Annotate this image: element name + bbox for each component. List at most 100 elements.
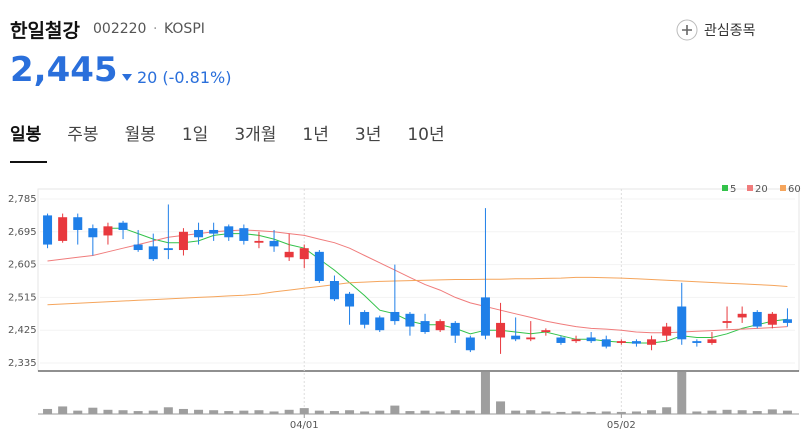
chart: 2,785 2,695 2,605 2,515 2,425 2,335 04/01 05/02… <box>8 184 801 431</box>
volume-bar <box>163 407 173 414</box>
volume-bar <box>73 410 83 414</box>
volume-bar <box>662 407 672 414</box>
volume-bar <box>541 411 551 414</box>
y-tick-label: 2,785 <box>8 194 37 205</box>
volume-bar <box>254 410 264 414</box>
change-pct: (-0.81%) <box>162 68 232 87</box>
volume-bar <box>420 410 430 414</box>
y-tick-label: 2,515 <box>8 292 37 303</box>
volume-bar <box>496 401 506 414</box>
candle-body <box>571 339 581 342</box>
favorite-button[interactable]: 관심종목 <box>676 18 756 42</box>
volume-bar <box>752 411 762 414</box>
volume-bar <box>178 408 188 414</box>
volume-bar <box>722 409 732 414</box>
ma-line <box>108 227 788 344</box>
volume-bar <box>390 405 400 414</box>
tab[interactable]: 3년 <box>354 125 382 145</box>
tab[interactable]: 일봉 <box>10 125 42 145</box>
tab[interactable]: 3개월 <box>234 125 277 145</box>
candle-body <box>737 313 747 318</box>
volume-bar <box>239 410 249 414</box>
candle-body <box>299 248 309 260</box>
candle-body <box>375 317 385 331</box>
volume-bar <box>118 410 128 414</box>
candle-body <box>73 217 83 230</box>
candle-body <box>435 321 445 331</box>
active-tab-underline <box>10 161 47 163</box>
tab[interactable]: 1년 <box>302 125 329 145</box>
volume-bar <box>767 409 777 414</box>
candle-body <box>239 228 249 241</box>
tab[interactable]: 1일 <box>181 125 209 145</box>
candle-body <box>601 339 611 347</box>
candle-body <box>148 246 158 260</box>
volume-bar <box>224 411 234 414</box>
volume-bar <box>556 411 566 414</box>
candle-body <box>224 226 234 238</box>
candle-body <box>782 319 792 323</box>
price: 2,445 <box>10 50 118 90</box>
volume-bar <box>209 410 219 414</box>
volume-bar <box>435 411 445 414</box>
candle-body <box>647 339 657 345</box>
volume-bar <box>314 410 324 414</box>
tab[interactable]: 주봉 <box>67 125 99 145</box>
volume-bar <box>284 409 294 414</box>
volume-bar <box>480 372 490 414</box>
volume-bar <box>43 408 53 414</box>
y-tick-label: 2,695 <box>8 227 37 238</box>
down-arrow <box>122 73 132 81</box>
candle-body <box>707 339 717 343</box>
ma-line <box>47 276 788 306</box>
volume-bar <box>465 410 475 414</box>
x-tick-label: 05/02 <box>607 420 636 431</box>
candle-body <box>616 341 626 343</box>
candle-body <box>662 326 672 336</box>
candle-body <box>360 311 370 325</box>
volume-bar <box>133 411 143 414</box>
y-tick-label: 2,605 <box>8 260 37 271</box>
volume-bar <box>737 410 747 414</box>
tab[interactable]: 10년 <box>407 125 445 145</box>
candle-body <box>480 297 490 336</box>
candle-body <box>163 248 173 251</box>
candle-body <box>752 311 762 327</box>
market: KOSPI <box>164 21 205 37</box>
plus-icon <box>676 19 698 41</box>
candle-body <box>284 251 294 258</box>
change-value: 20 <box>137 68 158 87</box>
volume-bar <box>601 411 611 414</box>
volume-bar <box>616 411 626 414</box>
volume-bar <box>299 408 309 414</box>
volume-bar <box>194 409 204 414</box>
period-tabs: 일봉 주봉 월봉 1일 3개월 1년 3년 10년 <box>10 120 471 145</box>
volume-bar <box>375 410 385 414</box>
candle-body <box>133 244 143 251</box>
volume-bar <box>511 410 521 414</box>
volume-bar <box>360 411 370 414</box>
legend-swatch <box>722 185 728 191</box>
candle-body <box>767 313 777 325</box>
x-tick-label: 04/01 <box>290 420 319 431</box>
candle-body <box>209 229 219 234</box>
y-tick-label: 2,335 <box>8 358 37 369</box>
candle-body <box>677 306 687 340</box>
volume-bar <box>103 409 113 414</box>
legend-label: 5 <box>730 184 736 195</box>
tab[interactable]: 월봉 <box>124 125 156 145</box>
volume-bar <box>526 410 536 414</box>
stock-name: 한일철강 <box>10 20 80 42</box>
candle-body <box>254 240 264 243</box>
y-tick-label: 2,425 <box>8 325 37 336</box>
legend-swatch <box>747 185 753 191</box>
candle-body <box>194 229 204 238</box>
candle-body <box>541 330 551 333</box>
volume-bar <box>450 410 460 414</box>
favorite-label: 관심종목 <box>704 23 756 39</box>
candle-body <box>88 228 98 238</box>
candle-body <box>103 226 113 236</box>
volume-bar <box>782 410 792 414</box>
volume-bar <box>148 410 158 414</box>
volume-bar <box>647 410 657 414</box>
